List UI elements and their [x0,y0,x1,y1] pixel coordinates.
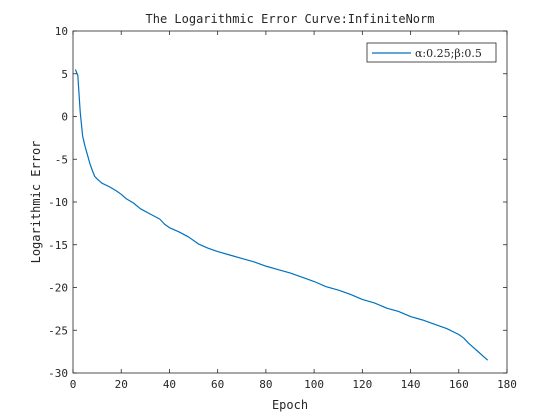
x-tick-label: 100 [304,378,324,391]
legend: α:0.25;β:0.5 [366,42,497,63]
x-tick-label: 0 [70,378,77,391]
legend-label: α:0.25;β:0.5 [415,47,482,60]
x-tick-label: 180 [497,378,517,391]
series-layer [74,69,489,361]
y-tick-label: 5 [61,68,68,81]
y-tick-label: -20 [48,282,68,295]
x-tick-label: 160 [449,378,469,391]
y-tick-label: -15 [48,239,68,252]
series-line [74,69,489,361]
x-tick-label: 80 [259,378,272,391]
plot-area [73,31,507,373]
ticks-layer: 0 20 40 60 80 100 120 140 160 180 10 5 0 -5 -10 -15 -20 -… [48,25,517,391]
y-axis-label: Logarithmic Error [29,141,43,264]
x-tick-label: 60 [211,378,224,391]
y-tick-label: -10 [48,196,68,209]
y-tick-label: -25 [48,324,68,337]
x-axis-label: Epoch [272,398,308,412]
y-tick-label: -5 [55,153,68,166]
x-tick-label: 120 [352,378,372,391]
y-tick-label: -30 [48,367,68,380]
x-tick-label: 140 [401,378,421,391]
x-tick-label: 40 [163,378,176,391]
y-tick-label: 10 [55,25,68,38]
y-tick-label: 0 [61,111,68,124]
chart-title: The Logarithmic Error Curve:InfiniteNorm [146,12,435,26]
x-tick-label: 20 [115,378,128,391]
legend-box [366,42,497,63]
